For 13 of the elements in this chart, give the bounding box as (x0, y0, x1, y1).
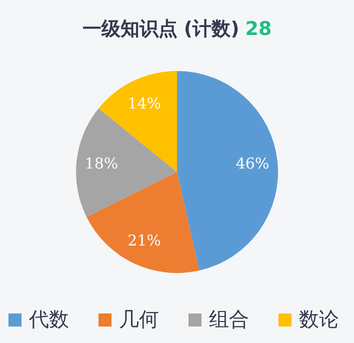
pie-slice (86, 172, 200, 273)
data-label: 21% (128, 232, 162, 250)
text: 28 (245, 18, 272, 40)
pie-slice (76, 108, 177, 217)
data-label: 46% (236, 154, 270, 173)
legend-label: 组合 (209, 307, 249, 331)
legend-label: 代数 (28, 307, 69, 331)
legend-label: 数论 (299, 307, 339, 331)
legend-label: 几何 (119, 307, 159, 331)
data-label: 14% (128, 94, 162, 112)
pie-slice (177, 71, 278, 271)
chart-title: 一级知识点 (计数) (82, 18, 240, 40)
data-label: 18% (84, 154, 118, 173)
